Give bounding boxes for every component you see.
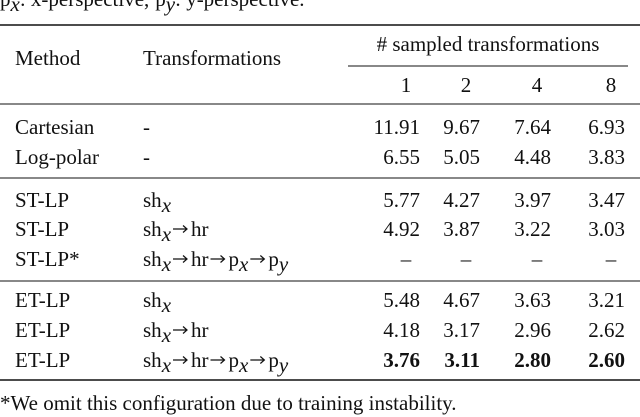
transformation: hr: [191, 348, 209, 372]
value: 3.87: [443, 217, 480, 241]
caption-symbol: p: [155, 0, 166, 11]
arrow: [210, 356, 226, 364]
transformation-sub: x: [161, 323, 172, 347]
value: 3.11: [444, 348, 480, 372]
value: 3.97: [514, 188, 551, 212]
method: ET-LP: [15, 318, 70, 342]
value: 3.47: [588, 188, 625, 212]
value: 5.05: [443, 145, 480, 169]
value: 11.91: [374, 115, 420, 139]
transformation-sub: x: [238, 252, 249, 276]
caption-sub: x: [10, 0, 21, 16]
arrow: [250, 255, 266, 263]
caption-text: : y-perspective.: [175, 0, 304, 11]
caption-sub: y: [164, 0, 176, 16]
transformation: sh: [143, 288, 162, 312]
value: 6.93: [588, 115, 625, 139]
header-group: # sampled transformations: [377, 32, 600, 56]
value: 5.48: [383, 288, 420, 312]
value: 3.17: [443, 318, 480, 342]
value: 4.92: [383, 217, 420, 241]
method: ST-LP: [15, 188, 69, 212]
transformation: sh: [143, 188, 162, 212]
transformation-sub: x: [161, 252, 172, 276]
value: 2.96: [514, 318, 551, 342]
value: 6.55: [383, 145, 420, 169]
arrow: [173, 326, 188, 334]
arrow: [210, 255, 226, 263]
header-sample: 4: [532, 73, 543, 97]
arrow: [173, 255, 188, 263]
transformation: p: [229, 348, 240, 372]
transformation: p: [268, 247, 279, 271]
transformation-sub: x: [238, 353, 249, 377]
transformation-sub: x: [161, 353, 172, 377]
value: 4.27: [443, 188, 480, 212]
arrow: [173, 356, 188, 364]
transformation: hr: [191, 247, 209, 271]
value: 4.67: [443, 288, 480, 312]
transformation: sh: [143, 217, 162, 241]
footnote: *We omit this configuration due to train…: [0, 391, 457, 415]
value: 2.62: [588, 318, 625, 342]
value: 9.67: [443, 115, 480, 139]
transformation-sub: x: [161, 222, 172, 246]
method: ET-LP: [15, 288, 70, 312]
transformation: hr: [191, 217, 209, 241]
value: 3.21: [588, 288, 625, 312]
value: –: [460, 247, 472, 271]
header-sample: 1: [401, 73, 412, 97]
value: –: [531, 247, 543, 271]
value: 2.60: [588, 348, 625, 372]
value: 3.03: [588, 217, 625, 241]
value: –: [400, 247, 412, 271]
value: 3.22: [514, 217, 551, 241]
method: ET-LP: [15, 348, 70, 372]
transformation: sh: [143, 318, 162, 342]
transformation: hr: [191, 318, 209, 342]
header-transformations: Transformations: [143, 46, 281, 70]
value: 5.77: [383, 188, 420, 212]
transformation: -: [143, 115, 150, 139]
value: 3.63: [514, 288, 551, 312]
arrow: [250, 356, 266, 364]
method: Log-polar: [15, 145, 99, 169]
value: 3.83: [588, 145, 625, 169]
header-sample: 2: [461, 73, 472, 97]
transformation-sub: x: [161, 193, 172, 217]
value: 2.80: [514, 348, 551, 372]
value: 4.48: [514, 145, 551, 169]
value: –: [605, 247, 617, 271]
header-method: Method: [15, 46, 81, 70]
method: Cartesian: [15, 115, 95, 139]
caption-text: : x-perspective,: [20, 0, 149, 11]
transformation-sub: x: [161, 293, 172, 317]
method: ST-LP*: [15, 247, 80, 271]
transformation: -: [143, 145, 150, 169]
header-sample: 8: [606, 73, 617, 97]
transformation: sh: [143, 247, 162, 271]
arrow: [173, 225, 188, 233]
caption-symbol: p: [0, 0, 11, 11]
transformation: p: [229, 247, 240, 271]
transformation-sub: y: [277, 353, 289, 377]
transformation: p: [268, 348, 279, 372]
transformation: sh: [143, 348, 162, 372]
method: ST-LP: [15, 217, 69, 241]
value: 3.76: [383, 348, 420, 372]
value: 7.64: [514, 115, 551, 139]
transformation-sub: y: [277, 252, 289, 276]
value: 4.18: [383, 318, 420, 342]
